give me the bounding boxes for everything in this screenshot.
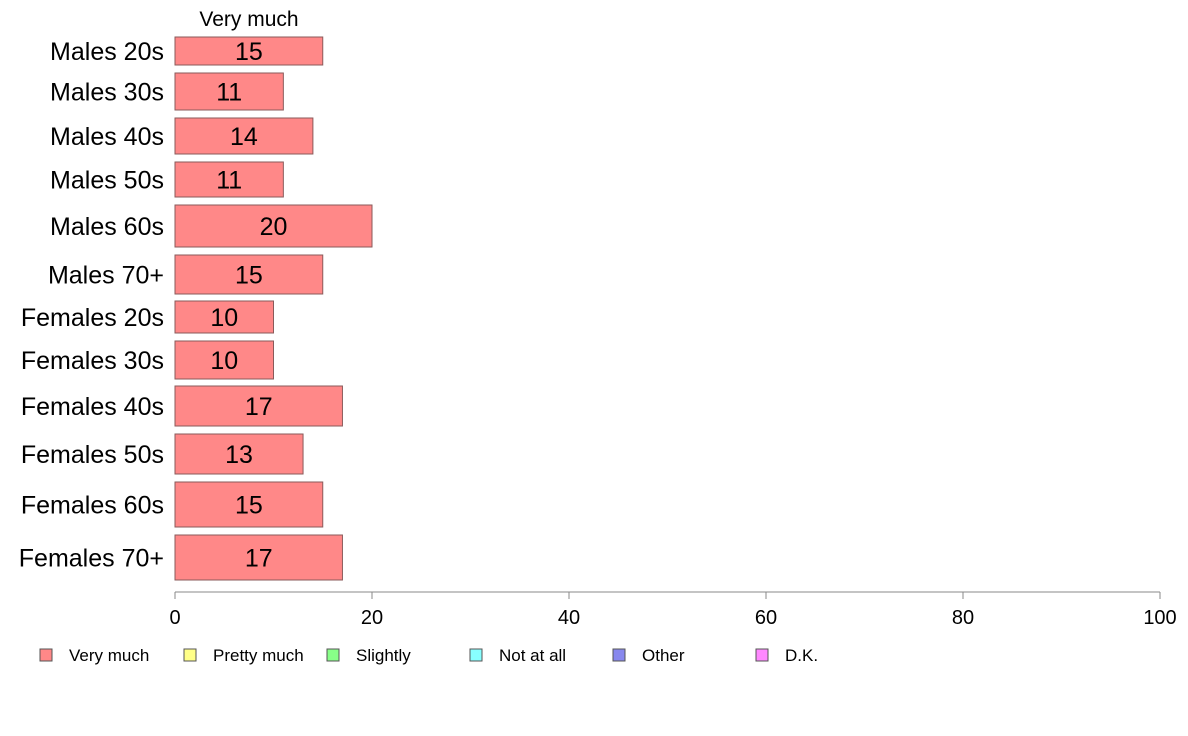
legend-label: Pretty much xyxy=(213,646,304,665)
bar xyxy=(174,534,343,581)
legend-swatch xyxy=(326,648,340,662)
bar-value-label: 11 xyxy=(216,167,242,195)
legend-label: Slightly xyxy=(356,646,411,665)
bar xyxy=(174,481,324,528)
bar-value-label: 10 xyxy=(210,347,238,375)
category-label: Females 50s xyxy=(21,441,164,469)
category-label: Males 30s xyxy=(50,79,164,107)
bar xyxy=(174,433,304,475)
bar xyxy=(174,254,324,295)
category-label: Males 70+ xyxy=(48,262,164,290)
category-label: Females 30s xyxy=(21,347,164,375)
bar-value-label: 17 xyxy=(245,545,273,573)
x-tick-label: 40 xyxy=(558,607,580,629)
bar-value-label: 15 xyxy=(235,38,263,66)
legend: Very much Pretty much Slightly Not at all Ot… xyxy=(39,646,818,665)
bar-value-label: 13 xyxy=(225,441,253,469)
bar xyxy=(174,36,324,66)
bar xyxy=(174,385,343,427)
x-tick-label: 100 xyxy=(1143,607,1176,629)
category-label: Females 60s xyxy=(21,492,164,520)
category-label: Males 40s xyxy=(50,123,164,151)
bar xyxy=(174,72,284,111)
x-tick-label: 20 xyxy=(361,607,383,629)
bar xyxy=(174,161,284,198)
bar xyxy=(174,340,274,380)
category-label: Males 50s xyxy=(50,167,164,195)
bar xyxy=(174,204,373,248)
x-tick-label: 0 xyxy=(169,607,180,629)
legend-swatch xyxy=(39,648,53,662)
category-label: Males 60s xyxy=(50,213,164,241)
bar-value-label: 17 xyxy=(245,393,273,421)
x-tick-label: 80 xyxy=(952,607,974,629)
category-label: Females 70+ xyxy=(19,545,164,573)
bar xyxy=(174,300,274,334)
bar-value-label: 20 xyxy=(260,213,288,241)
bar-value-label: 15 xyxy=(235,492,263,520)
bar-value-label: 15 xyxy=(235,262,263,290)
legend-label: Other xyxy=(642,646,685,665)
category-label: Females 40s xyxy=(21,393,164,421)
bar xyxy=(174,117,314,155)
series-header: Very much xyxy=(199,8,298,31)
x-tick-label: 60 xyxy=(755,607,777,629)
x-axis: 0 20 40 60 80 100 xyxy=(169,591,1177,629)
bar-value-label: 10 xyxy=(210,304,238,332)
legend-label: D.K. xyxy=(785,646,818,665)
legend-swatch xyxy=(469,648,483,662)
legend-label: Very much xyxy=(69,646,149,665)
category-label: Males 20s xyxy=(50,38,164,66)
legend-label: Not at all xyxy=(499,646,566,665)
bar-value-label: 14 xyxy=(230,123,258,151)
category-label: Females 20s xyxy=(21,304,164,332)
legend-swatch xyxy=(612,648,626,662)
legend-swatch xyxy=(755,648,769,662)
legend-swatch xyxy=(183,648,197,662)
bar-value-label: 11 xyxy=(216,79,242,107)
bars-group: Males 20s 15 Males 30s 11 Males 40s 14 Males 5… xyxy=(19,36,373,581)
